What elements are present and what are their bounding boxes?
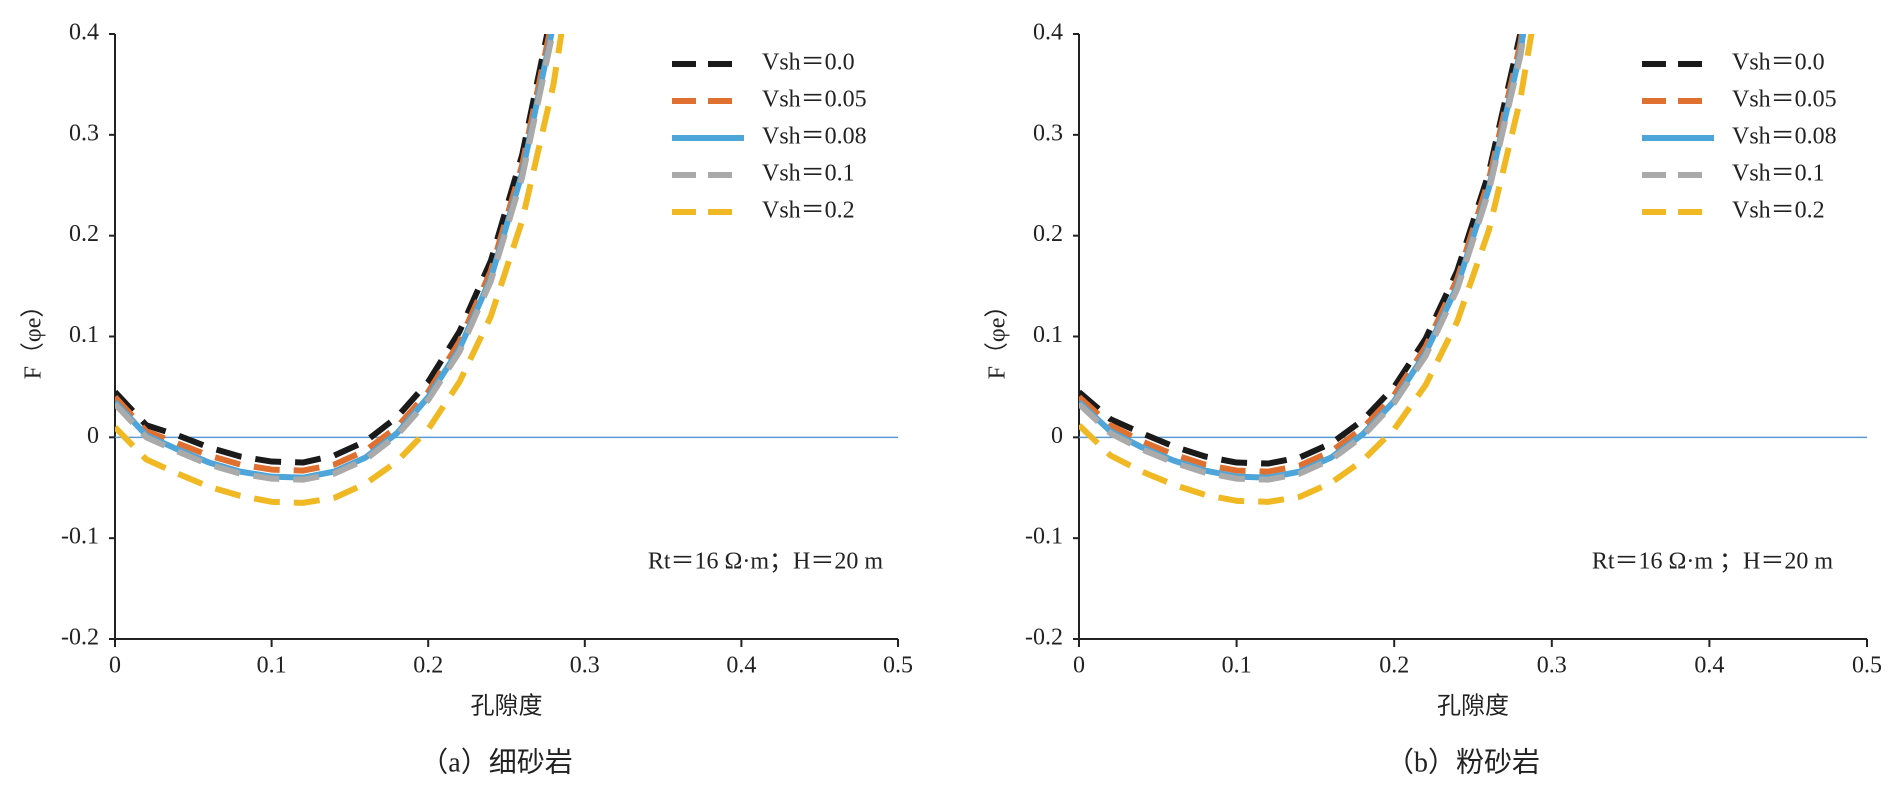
legend-label: Vsh＝0.05 (762, 87, 867, 113)
legend-label: Vsh＝0.0 (762, 50, 855, 76)
chart: -0.2 -0.1 0 0.1 0.2 0.3 0.4 0 0.1 0.2 0.3 0.4 0.5 Vsh… (985, 20, 1883, 779)
series-line (1079, 34, 1525, 475)
series-line (1079, 34, 1527, 481)
x-tick-label: 0.5 (1852, 653, 1882, 679)
legend-label: Vsh＝0.2 (1732, 198, 1825, 224)
y-tick-label: 0.3 (1033, 120, 1063, 146)
legend-label: Vsh＝0.1 (1732, 161, 1825, 187)
y-axis-label: F（φe） (985, 294, 1011, 380)
y-tick-label: 0.1 (69, 322, 99, 348)
x-tick-label: 0 (1073, 653, 1085, 679)
legend-label: Vsh＝0.05 (1732, 87, 1837, 113)
y-tick-label: 0 (87, 423, 99, 449)
y-tick-label: 0.4 (1033, 20, 1063, 46)
y-tick-label: 0.3 (69, 120, 99, 146)
caption: （b）粉砂岩 (1386, 746, 1540, 778)
x-axis-label: 孔隙度 (1437, 693, 1509, 720)
legend-label: Vsh＝0.1 (762, 161, 855, 187)
series-line (115, 34, 565, 506)
x-tick-label: 0.5 (883, 653, 913, 679)
caption: （a）细砂岩 (420, 746, 572, 778)
legend-label: Vsh＝0.08 (762, 124, 867, 150)
legend-label: Vsh＝0.0 (1732, 50, 1825, 76)
x-tick-label: 0.2 (413, 653, 443, 679)
x-tick-label: 0 (109, 653, 121, 679)
x-tick-label: 0.3 (1537, 653, 1567, 679)
y-tick-label: 0 (1051, 423, 1063, 449)
y-tick-label: -0.2 (61, 625, 99, 651)
series-line (1079, 34, 1535, 505)
legend-label: Vsh＝0.08 (1732, 124, 1837, 150)
x-tick-label: 0.4 (726, 653, 756, 679)
annotation: Rt＝16 Ω·m ；H＝20 m (1592, 549, 1834, 575)
series-line (115, 34, 551, 466)
x-axis-label: 孔隙度 (471, 693, 543, 720)
x-tick-label: 0.2 (1379, 653, 1409, 679)
y-tick-label: -0.2 (1025, 625, 1063, 651)
annotation: Rt＝16 Ω·m；H＝20 m (648, 549, 884, 575)
series-line (1079, 34, 1524, 467)
legend-label: Vsh＝0.2 (762, 198, 855, 224)
y-tick-label: 0.4 (69, 20, 99, 46)
y-tick-label: 0.1 (1033, 322, 1063, 348)
y-axis-label: F（φe） (21, 294, 47, 380)
y-tick-label: 0.2 (69, 221, 99, 247)
y-tick-label: 0.2 (1033, 221, 1063, 247)
y-tick-label: -0.1 (61, 524, 99, 550)
x-tick-label: 0.4 (1694, 653, 1724, 679)
chart: -0.2 -0.1 0 0.1 0.2 0.3 0.4 0 0.1 0.2 0.3 0.4 0.5 Vsh… (21, 20, 914, 779)
series-line (115, 34, 553, 474)
series-line (1079, 34, 1527, 483)
x-tick-label: 0.1 (257, 653, 287, 679)
y-tick-label: -0.1 (1025, 524, 1063, 550)
x-tick-label: 0.3 (570, 653, 600, 679)
series-line (115, 34, 556, 483)
x-tick-label: 0.1 (1222, 653, 1252, 679)
